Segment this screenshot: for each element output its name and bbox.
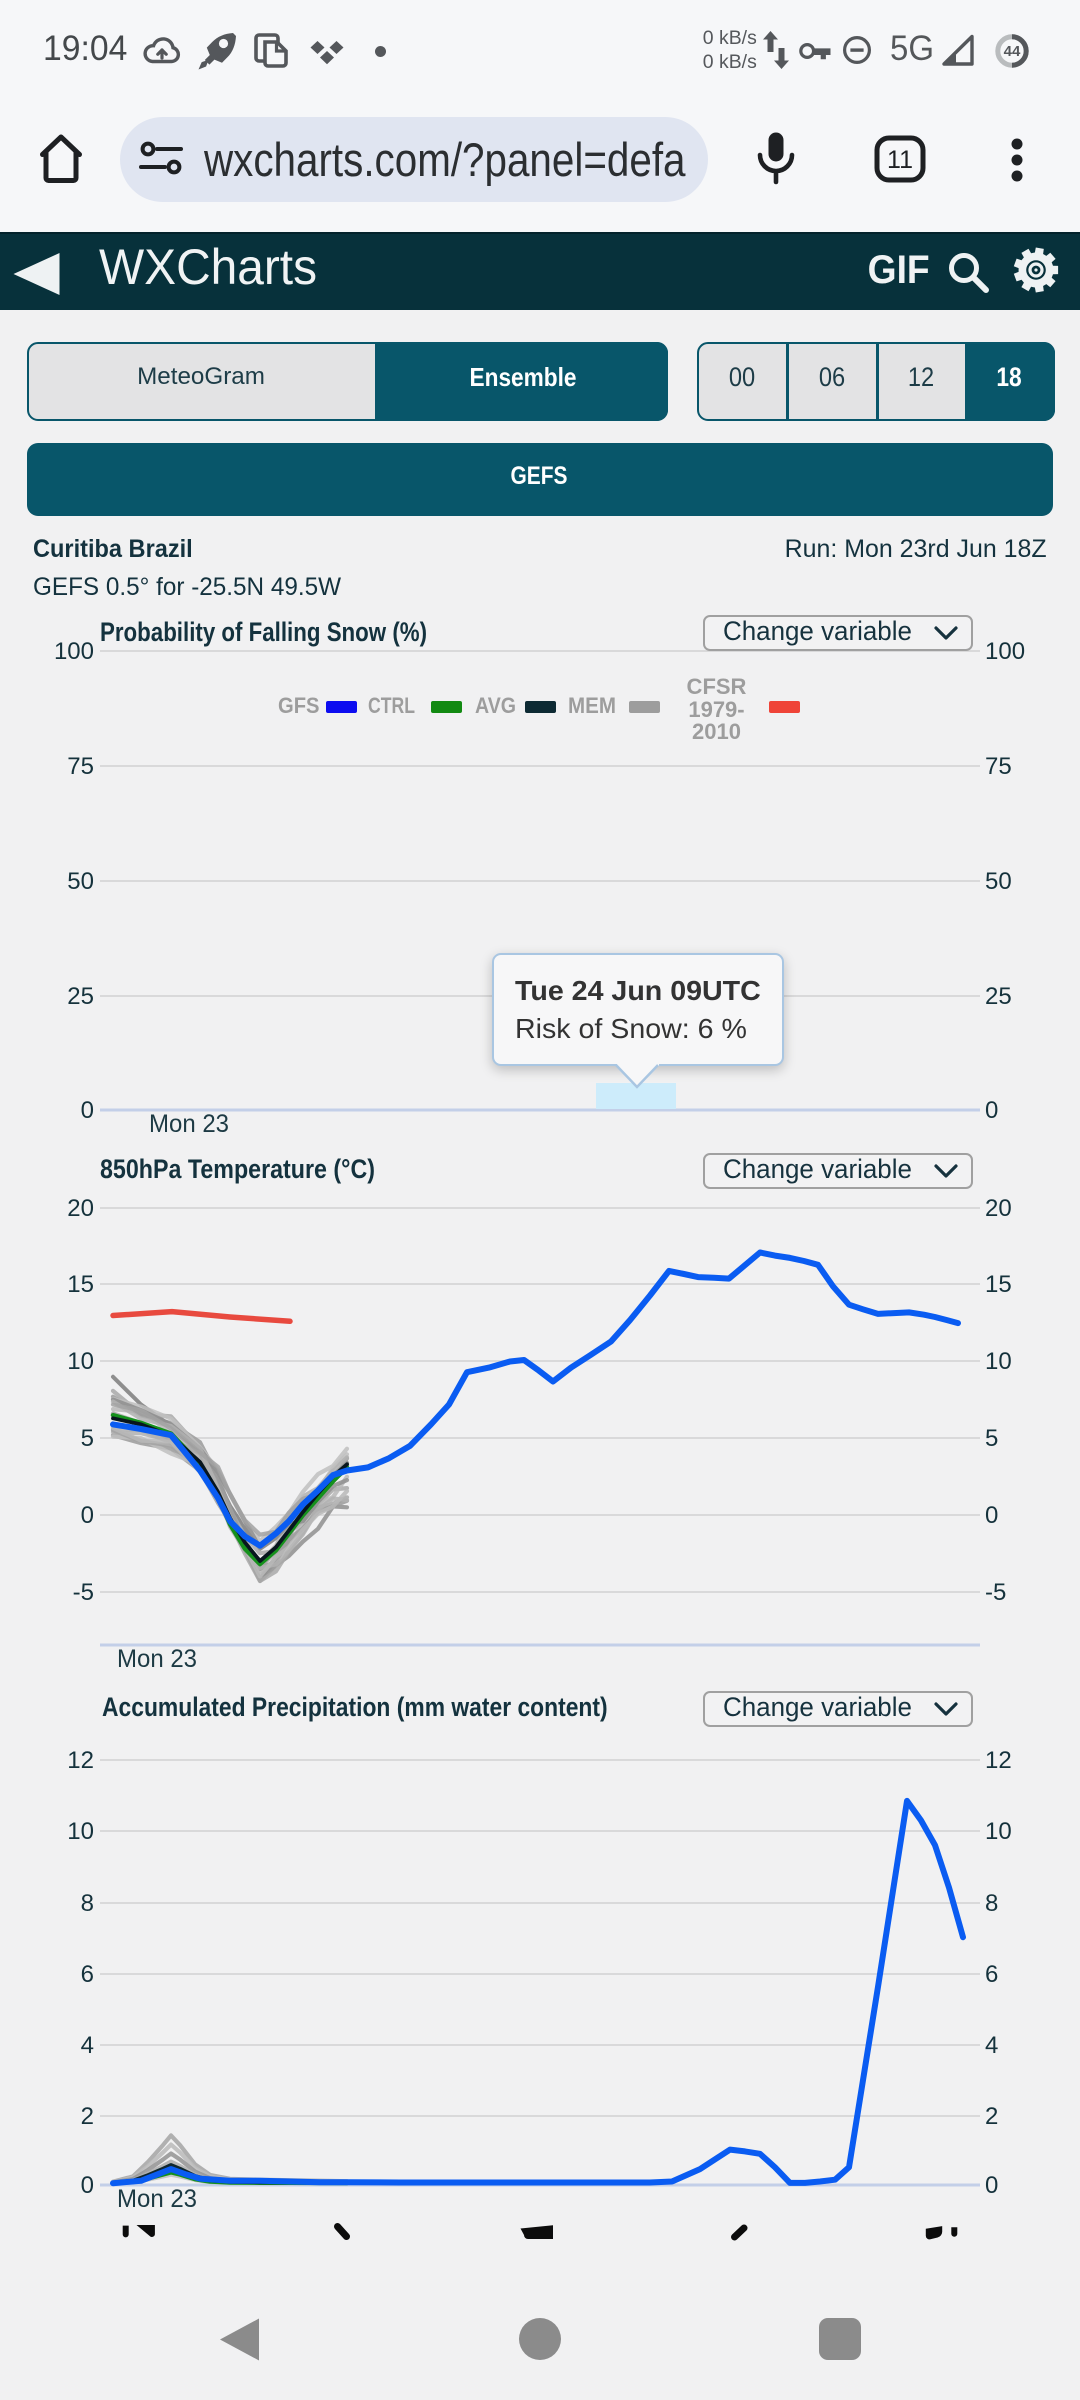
svg-text:11: 11: [887, 146, 913, 174]
svg-text:44: 44: [1004, 43, 1021, 60]
